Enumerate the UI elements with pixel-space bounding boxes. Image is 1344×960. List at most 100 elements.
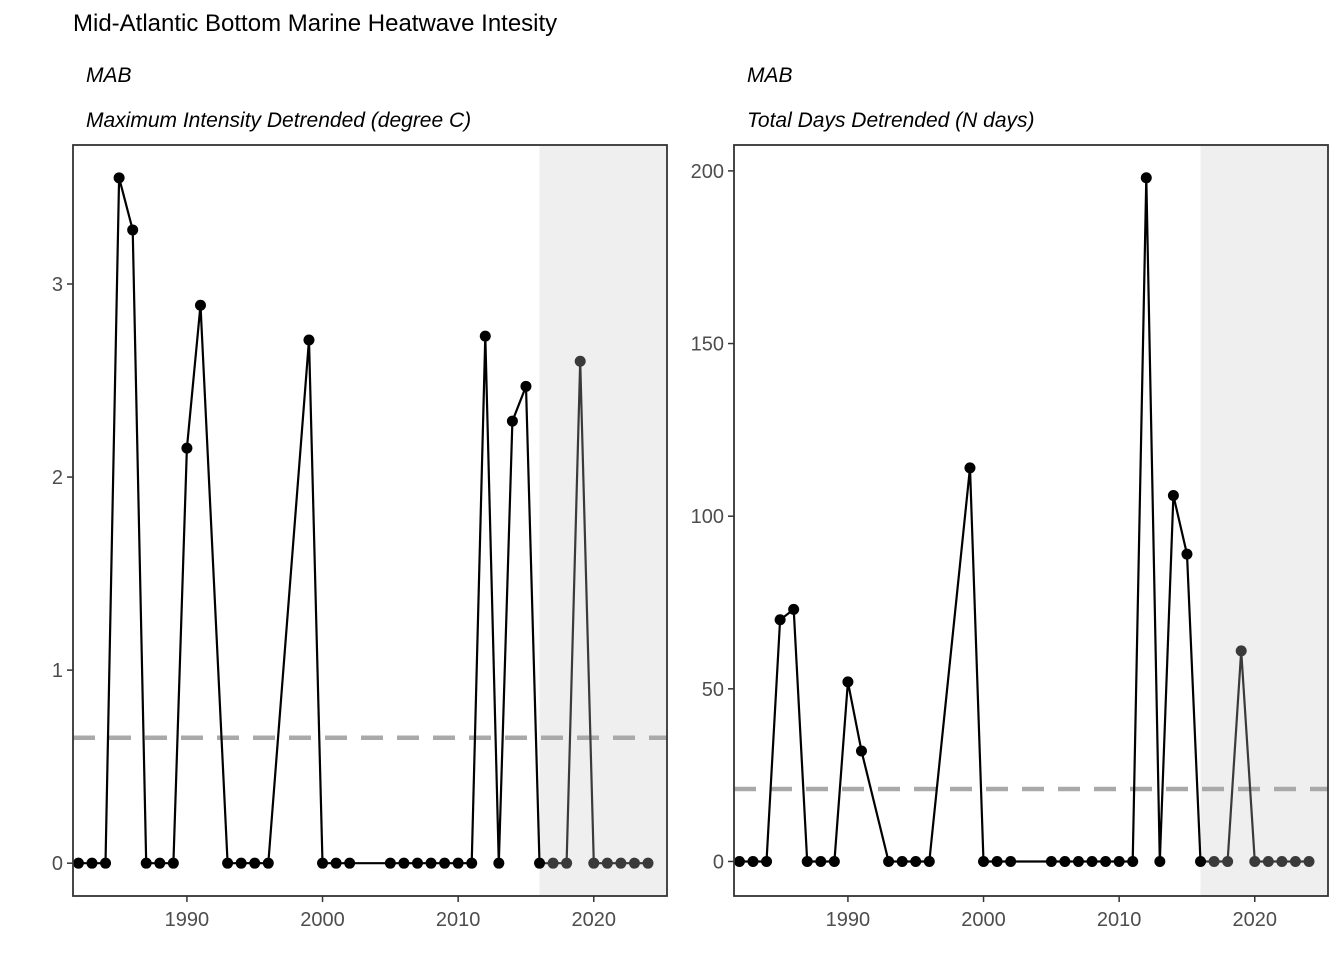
right-y-tick-label-100: 100 — [691, 506, 724, 528]
right-y-tick-label-200: 200 — [691, 161, 724, 183]
left-data-point-1994 — [235, 857, 247, 869]
right-panel-border — [733, 144, 1329, 897]
left-data-point-1990 — [181, 442, 193, 454]
right-data-point-1994 — [896, 855, 908, 867]
right-data-point-1987 — [801, 855, 813, 867]
left-data-point-1983 — [86, 857, 98, 869]
left-data-point-1999 — [303, 334, 315, 346]
right-data-point-1984 — [761, 855, 773, 867]
left-data-point-2009 — [439, 857, 451, 869]
left-data-point-1996 — [262, 857, 274, 869]
right-data-point-2011 — [1127, 855, 1139, 867]
left-y-tick-label-1: 1 — [52, 660, 63, 682]
left-data-point-1991 — [194, 299, 206, 311]
left-data-point-2008 — [425, 857, 437, 869]
left-y-tick-label-0: 0 — [52, 853, 63, 875]
right-data-point-2017 — [1208, 855, 1220, 867]
right-data-point-1996 — [923, 855, 935, 867]
right-data-point-2024 — [1303, 855, 1315, 867]
right-data-point-1999 — [964, 462, 976, 474]
right-highlight-region — [1200, 145, 1328, 896]
right-data-point-2010 — [1113, 855, 1125, 867]
left-data-point-1984 — [100, 857, 112, 869]
left-data-point-1993 — [222, 857, 234, 869]
left-data-point-2005 — [384, 857, 396, 869]
left-data-point-2012 — [479, 330, 491, 342]
right-data-point-2022 — [1276, 855, 1288, 867]
left-data-point-2015 — [520, 380, 532, 392]
right-x-tick-label-2020: 2020 — [1233, 909, 1278, 931]
left-data-point-1985 — [113, 172, 125, 184]
right-data-point-2001 — [991, 855, 1003, 867]
left-data-point-1982 — [72, 857, 84, 869]
left-panel-region-label: MAB — [86, 64, 132, 87]
right-data-point-1988 — [815, 855, 827, 867]
right-data-point-2005 — [1045, 855, 1057, 867]
right-data-point-1983 — [747, 855, 759, 867]
right-data-point-2021 — [1262, 855, 1274, 867]
right-data-point-2014 — [1167, 489, 1179, 501]
left-data-point-2007 — [411, 857, 423, 869]
left-data-point-2020 — [588, 857, 600, 869]
left-highlight-region — [539, 145, 667, 896]
right-series-line — [739, 177, 1202, 863]
right-data-point-1991 — [855, 745, 867, 757]
left-data-point-1986 — [127, 224, 139, 236]
left-data-point-2002 — [344, 857, 356, 869]
left-data-point-2000 — [317, 857, 329, 869]
right-data-point-1990 — [842, 676, 854, 688]
left-data-point-1988 — [154, 857, 166, 869]
left-data-point-1989 — [167, 857, 179, 869]
left-x-tick-label-2020: 2020 — [572, 909, 617, 931]
right-y-tick-label-50: 50 — [702, 679, 724, 701]
right-data-point-2002 — [1005, 855, 1017, 867]
left-data-point-1995 — [249, 857, 261, 869]
right-data-point-2023 — [1289, 855, 1301, 867]
right-data-point-2013 — [1154, 855, 1166, 867]
right-x-tick-label-2010: 2010 — [1097, 909, 1142, 931]
left-data-point-2018 — [561, 857, 573, 869]
left-x-tick-label-2010: 2010 — [436, 909, 481, 931]
right-data-point-2015 — [1181, 548, 1193, 560]
left-data-point-2010 — [452, 857, 464, 869]
right-data-point-1995 — [910, 855, 922, 867]
right-data-point-1986 — [788, 603, 800, 615]
left-data-point-2001 — [330, 857, 342, 869]
left-data-point-2023 — [628, 857, 640, 869]
left-data-point-2017 — [547, 857, 559, 869]
right-data-point-1985 — [774, 614, 786, 626]
left-x-tick-label-1990: 1990 — [165, 909, 210, 931]
right-data-point-2008 — [1086, 855, 1098, 867]
right-data-point-2016 — [1195, 855, 1207, 867]
right-data-point-1989 — [828, 855, 840, 867]
right-x-tick-label-1990: 1990 — [826, 909, 871, 931]
right-data-point-2000 — [978, 855, 990, 867]
right-data-point-2009 — [1100, 855, 1112, 867]
left-y-tick-label-3: 3 — [52, 274, 63, 296]
right-panel-region-label: MAB — [747, 64, 793, 87]
right-data-point-2012 — [1140, 172, 1152, 184]
left-data-point-2011 — [466, 857, 478, 869]
left-data-point-2021 — [601, 857, 613, 869]
right-data-point-2007 — [1072, 855, 1084, 867]
left-data-point-1987 — [140, 857, 152, 869]
chart-title: Mid-Atlantic Bottom Marine Heatwave Inte… — [73, 10, 558, 37]
left-data-point-2016 — [534, 857, 546, 869]
right-data-point-2006 — [1059, 855, 1071, 867]
right-data-point-1982 — [733, 855, 745, 867]
right-panel-subtitle: Total Days Detrended (N days) — [747, 109, 1035, 132]
left-data-point-2014 — [506, 415, 518, 427]
left-data-point-2022 — [615, 857, 627, 869]
left-data-point-2019 — [574, 355, 586, 367]
left-panel-subtitle: Maximum Intensity Detrended (degree C) — [86, 109, 472, 132]
right-y-tick-label-150: 150 — [691, 334, 724, 356]
right-data-point-2019 — [1235, 645, 1247, 657]
left-data-point-2024 — [642, 857, 654, 869]
left-data-point-2013 — [493, 857, 505, 869]
right-x-tick-label-2000: 2000 — [961, 909, 1006, 931]
right-data-point-1993 — [883, 855, 895, 867]
right-data-point-2020 — [1249, 855, 1261, 867]
left-x-tick-label-2000: 2000 — [300, 909, 345, 931]
right-data-point-2018 — [1222, 855, 1234, 867]
